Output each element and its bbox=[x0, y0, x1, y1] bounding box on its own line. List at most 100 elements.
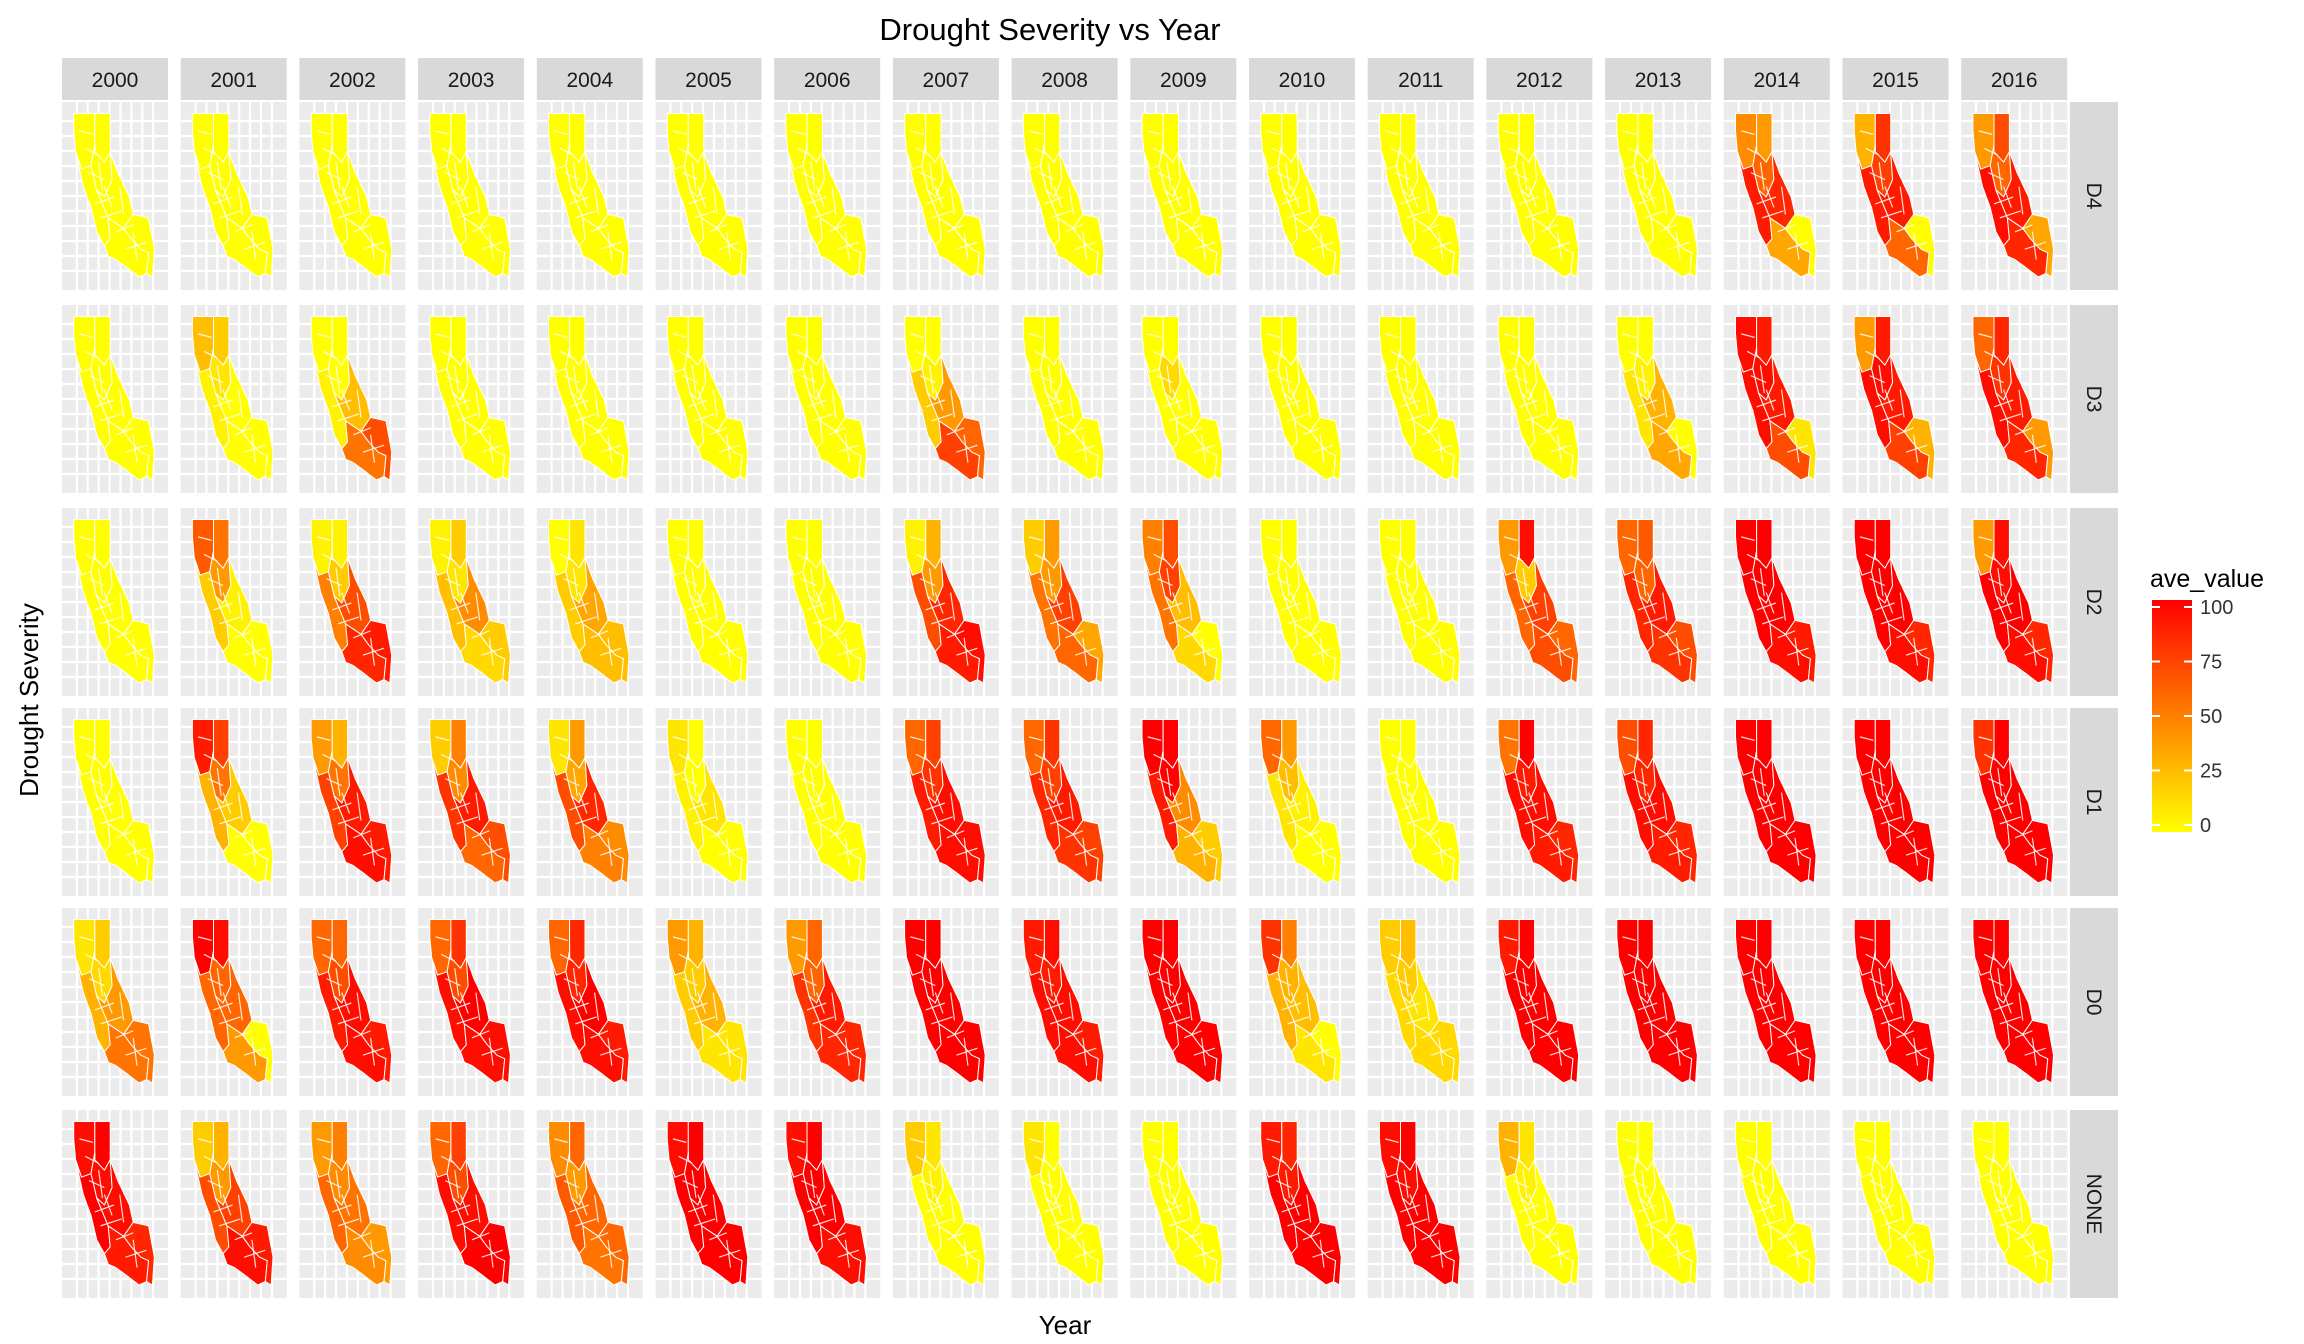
county-boundary bbox=[450, 602, 471, 611]
county-boundary bbox=[1905, 1249, 1928, 1258]
county-boundary bbox=[1987, 172, 2004, 181]
region-southern_desert bbox=[241, 619, 274, 684]
county-boundary bbox=[1406, 413, 1428, 422]
county-boundary bbox=[791, 936, 806, 941]
county-boundary bbox=[956, 444, 978, 453]
panel-d1-2000 bbox=[62, 708, 168, 896]
county-boundary bbox=[1865, 1155, 1880, 1164]
county-boundary bbox=[569, 802, 590, 811]
panel-d4-2010 bbox=[1249, 102, 1355, 290]
region-southern_desert bbox=[479, 213, 511, 278]
county-boundary bbox=[928, 365, 934, 394]
county-boundary bbox=[915, 350, 930, 359]
county-boundary bbox=[827, 427, 846, 436]
county-boundary bbox=[569, 1002, 590, 1011]
county-boundary bbox=[1053, 1194, 1063, 1216]
region-southern_desert bbox=[1310, 819, 1342, 884]
county-boundary bbox=[1168, 616, 1191, 625]
california-map bbox=[1735, 1121, 1817, 1286]
legend-tick-label: 50 bbox=[2200, 706, 2222, 728]
county-boundary bbox=[115, 1030, 134, 1039]
county-boundary bbox=[827, 224, 846, 233]
county-boundary bbox=[593, 186, 599, 215]
county-boundary bbox=[1038, 375, 1055, 384]
county-boundary bbox=[915, 753, 930, 762]
county-boundary bbox=[1765, 792, 1775, 814]
county-boundary bbox=[607, 231, 613, 260]
strip-2009: 2009 bbox=[1130, 58, 1237, 100]
county-boundary bbox=[1302, 830, 1321, 839]
county-boundary bbox=[1162, 1002, 1183, 1011]
panel-none-2014 bbox=[1723, 1110, 1830, 1298]
row-strip-bg-d0 bbox=[2070, 908, 2118, 1096]
county-boundary bbox=[1896, 830, 1914, 839]
county-boundary bbox=[810, 162, 816, 191]
county-boundary bbox=[1409, 792, 1419, 814]
panel-d2-2003 bbox=[418, 508, 525, 696]
county-boundary bbox=[1302, 224, 1321, 233]
region-southern_desert bbox=[123, 213, 155, 278]
panel-d0-2002 bbox=[299, 908, 406, 1096]
row-strip-bg-d2 bbox=[2070, 508, 2118, 696]
county-boundary bbox=[1166, 568, 1172, 597]
county-boundary bbox=[1034, 753, 1049, 762]
strip-label-2001: 2001 bbox=[210, 69, 257, 92]
county-boundary bbox=[1390, 350, 1405, 359]
county-boundary bbox=[726, 637, 732, 666]
county-boundary bbox=[837, 647, 860, 656]
county-boundary bbox=[237, 992, 243, 1021]
panel-d1-2011 bbox=[1367, 708, 1474, 896]
california-map bbox=[1497, 919, 1580, 1084]
county-boundary bbox=[1628, 953, 1643, 962]
region-southern_desert bbox=[835, 1019, 867, 1084]
california-map bbox=[310, 316, 393, 481]
county-boundary bbox=[1424, 592, 1430, 621]
county-boundary bbox=[931, 1016, 953, 1025]
county-boundary bbox=[1899, 389, 1905, 418]
county-boundary bbox=[1869, 978, 1886, 987]
county-boundary bbox=[444, 578, 461, 587]
county-boundary bbox=[800, 778, 817, 787]
county-boundary bbox=[682, 1180, 699, 1189]
county-boundary bbox=[1637, 802, 1658, 811]
panel-d0-2016 bbox=[1961, 908, 2068, 1096]
county-boundary bbox=[837, 1249, 860, 1258]
county-boundary bbox=[1884, 592, 1894, 614]
region-southern_desert bbox=[716, 619, 749, 684]
county-boundary bbox=[1319, 1037, 1325, 1066]
county-boundary bbox=[934, 1194, 944, 1216]
region-southern_desert bbox=[1784, 416, 1817, 481]
county-boundary bbox=[1047, 365, 1053, 394]
strip-bg-2004 bbox=[536, 58, 643, 100]
county-boundary bbox=[1200, 637, 1206, 666]
county-boundary bbox=[569, 399, 590, 408]
county-boundary bbox=[1183, 427, 1202, 436]
panel-d2-2016 bbox=[1961, 508, 2068, 696]
county-boundary bbox=[1034, 553, 1049, 562]
row-strip-label-d0: D0 bbox=[2082, 989, 2105, 1016]
county-boundary bbox=[1275, 172, 1292, 181]
county-boundary bbox=[1675, 1037, 1681, 1066]
county-boundary bbox=[844, 231, 850, 260]
county-boundary bbox=[590, 427, 609, 436]
county-boundary bbox=[1266, 736, 1281, 741]
county-boundary bbox=[1302, 427, 1321, 436]
county-boundary bbox=[1147, 736, 1162, 741]
county-boundary bbox=[575, 1218, 597, 1227]
county-boundary bbox=[1187, 592, 1193, 621]
county-boundary bbox=[946, 427, 965, 436]
county-boundary bbox=[251, 637, 257, 666]
county-boundary bbox=[1756, 602, 1777, 611]
county-boundary bbox=[1913, 637, 1919, 666]
county-boundary bbox=[1746, 753, 1761, 762]
county-boundary bbox=[94, 802, 115, 811]
county-boundary bbox=[1193, 647, 1216, 656]
county-boundary bbox=[1549, 647, 1572, 656]
county-boundary bbox=[2018, 186, 2024, 215]
county-boundary bbox=[251, 1239, 257, 1268]
county-boundary bbox=[1859, 333, 1874, 338]
county-boundary bbox=[1777, 224, 1796, 233]
county-boundary bbox=[1787, 1249, 1809, 1258]
county-boundary bbox=[837, 1047, 860, 1056]
